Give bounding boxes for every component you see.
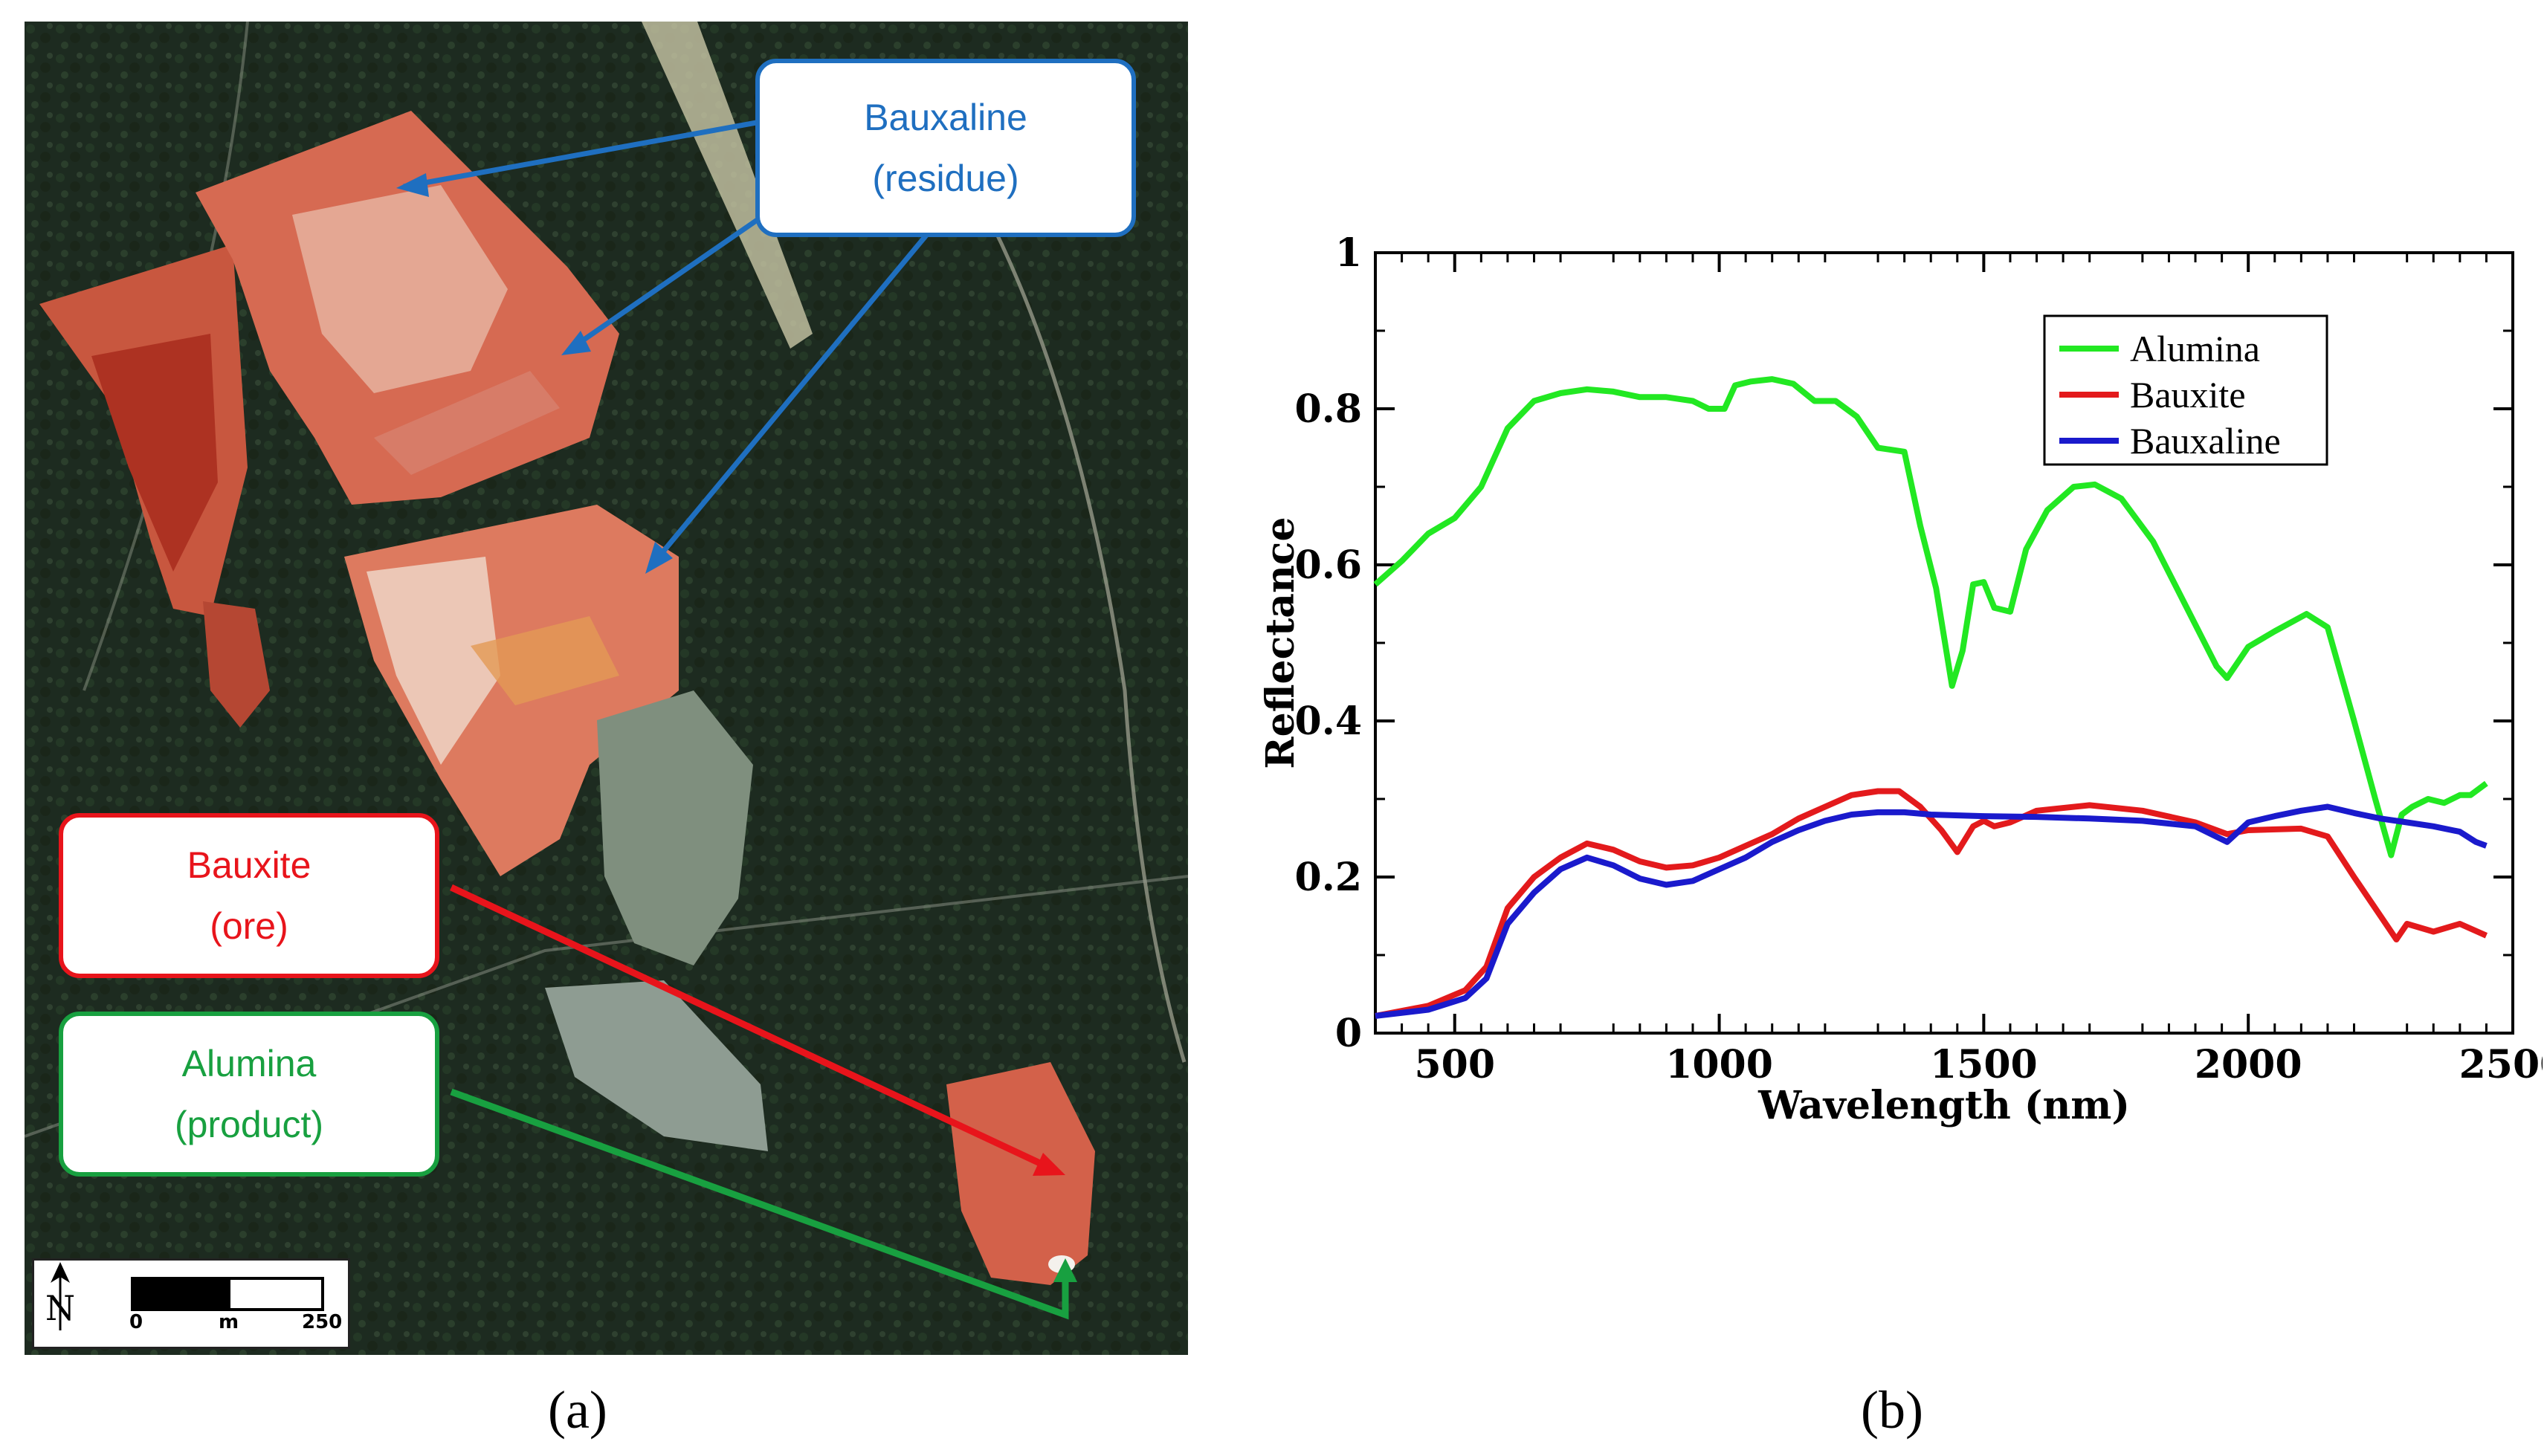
panel-b-label: (b) — [1861, 1380, 1923, 1440]
x-axis-title: Wavelength (nm) — [1757, 1083, 2130, 1128]
x-tick-label: 1000 — [1665, 1042, 1773, 1087]
x-tick-label: 1500 — [1930, 1042, 2038, 1087]
callout-bauxaline: Bauxaline (residue) — [755, 59, 1136, 237]
y-axis-title: Reflectance — [1258, 517, 1303, 769]
scale-segment-black — [131, 1277, 227, 1311]
series-line-bauxite — [1375, 788, 2488, 1019]
x-tick-label: 2000 — [2195, 1042, 2302, 1087]
callout-bauxaline-name: Bauxaline — [864, 97, 1027, 138]
satellite-map: Bauxaline (residue) Bauxite (ore) Alumin… — [25, 22, 1188, 1355]
series-line-bauxaline — [1375, 803, 2488, 1019]
callout-alumina: Alumina (product) — [59, 1012, 439, 1177]
legend-label-bauxite: Bauxite — [2130, 374, 2246, 415]
callout-bauxite: Bauxite (ore) — [59, 813, 439, 978]
callout-bauxite-desc: (ore) — [210, 905, 288, 947]
panel-a-label: (a) — [548, 1380, 607, 1440]
callout-bauxite-name: Bauxite — [187, 844, 311, 886]
scale-end-label: 250 — [302, 1311, 343, 1333]
scale-start-label: 0 — [129, 1311, 143, 1333]
north-label: N — [45, 1288, 75, 1328]
y-tick-label: 0.4 — [1295, 699, 1362, 744]
y-tick-label: 0.8 — [1295, 386, 1362, 432]
legend-box — [2043, 314, 2328, 466]
scale-segment-white — [227, 1277, 324, 1311]
legend-label-bauxaline: Bauxaline — [2130, 420, 2281, 462]
y-tick-label: 0 — [1335, 1011, 1362, 1056]
series-layer — [1373, 376, 2488, 1019]
y-tick-label: 0.2 — [1295, 855, 1362, 900]
scale-unit-label: m — [219, 1311, 239, 1333]
callout-alumina-name: Alumina — [181, 1043, 317, 1084]
series-line-alumina — [1373, 376, 2488, 858]
north-arrow-icon: N — [45, 1262, 75, 1330]
legend: Alumina Bauxite Bauxaline — [2043, 314, 2328, 466]
callout-bauxaline-desc: (residue) — [872, 158, 1019, 199]
y-tick-label: 0.6 — [1295, 543, 1362, 588]
legend-label-alumina: Alumina — [2130, 328, 2260, 369]
callout-alumina-desc: (product) — [174, 1104, 324, 1145]
y-tick-label: 1 — [1335, 230, 1362, 276]
x-tick-label: 500 — [1414, 1042, 1495, 1087]
scale-bar: N 0 m 250 — [32, 1258, 350, 1349]
